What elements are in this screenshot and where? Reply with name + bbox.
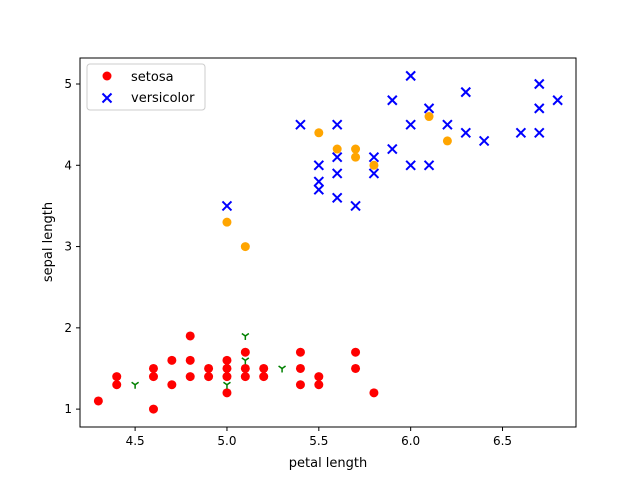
point-versicolor — [368, 168, 380, 179]
legend-marker-versicolor — [101, 92, 113, 104]
point-series-3 — [131, 381, 140, 389]
point-versicolor — [405, 70, 416, 82]
legend-marker-setosa — [102, 71, 112, 81]
point-setosa — [222, 372, 232, 382]
y-tick-label: 4 — [64, 158, 72, 172]
point-setosa — [112, 380, 122, 390]
x-tick-label: 6.5 — [493, 434, 512, 448]
point-versicolor — [460, 127, 471, 138]
point-setosa — [240, 372, 250, 382]
y-tick-label: 3 — [64, 240, 72, 254]
point-series-3 — [278, 365, 287, 373]
x-tick-label: 4.5 — [126, 434, 145, 448]
y-tick-label: 2 — [64, 321, 72, 335]
legend-box — [86, 63, 206, 111]
legend: setosa versicolor — [86, 63, 206, 111]
point-versicolor — [313, 160, 325, 171]
y-axis-label: sepal length — [41, 202, 56, 282]
point-series-3 — [241, 332, 250, 340]
point-versicolor — [331, 119, 343, 130]
point-versicolor — [331, 168, 343, 179]
point-setosa — [240, 347, 250, 357]
point-setosa — [295, 347, 305, 357]
point-versicolor — [295, 119, 306, 130]
point-versicolor — [387, 143, 398, 155]
point-versicolor — [552, 95, 563, 106]
point-setosa — [222, 363, 232, 373]
x-axis-ticks: 4.5 5.0 5.5 6.0 6.5 — [126, 427, 512, 448]
point-versicolor — [534, 78, 545, 90]
point-versicolor — [442, 119, 453, 130]
point-series-2 — [222, 217, 232, 227]
point-setosa — [259, 372, 269, 382]
point-series-2 — [369, 160, 379, 170]
point-versicolor — [350, 200, 361, 212]
point-setosa — [148, 372, 158, 382]
point-setosa — [351, 347, 361, 357]
y-tick-label: 1 — [64, 402, 72, 416]
point-setosa — [148, 363, 158, 373]
point-setosa — [222, 388, 232, 398]
point-series-2 — [351, 144, 361, 154]
point-setosa — [351, 363, 361, 373]
x-tick-label: 6.0 — [401, 434, 420, 448]
legend-label-setosa: setosa — [131, 70, 174, 85]
y-axis-ticks: 1 2 3 4 5 — [64, 77, 80, 416]
point-versicolor — [515, 127, 527, 138]
data-marks — [93, 70, 563, 414]
point-versicolor — [387, 95, 398, 106]
point-setosa — [185, 331, 195, 341]
point-versicolor — [423, 160, 435, 171]
point-setosa — [93, 396, 103, 406]
y-tick-label: 5 — [64, 77, 72, 91]
point-versicolor — [313, 176, 325, 187]
point-setosa — [222, 355, 232, 365]
point-series-3 — [223, 381, 231, 389]
point-versicolor — [460, 86, 471, 98]
point-setosa — [112, 372, 122, 382]
legend-label-versicolor: versicolor — [131, 91, 195, 106]
x-tick-label: 5.5 — [309, 434, 328, 448]
point-setosa — [259, 363, 269, 373]
point-versicolor — [423, 103, 435, 114]
point-setosa — [167, 380, 177, 390]
point-series-3 — [241, 357, 250, 365]
point-setosa — [240, 363, 250, 373]
point-versicolor — [331, 151, 343, 163]
point-series-2 — [314, 128, 324, 138]
point-series-2 — [240, 242, 250, 252]
point-setosa — [185, 355, 195, 365]
point-setosa — [167, 355, 177, 365]
point-series-2 — [442, 136, 452, 146]
point-setosa — [295, 363, 305, 373]
point-versicolor — [313, 184, 325, 195]
plot-frame — [79, 57, 577, 428]
point-versicolor — [478, 135, 490, 147]
point-setosa — [148, 404, 158, 414]
point-series-2 — [351, 152, 361, 162]
point-versicolor — [405, 160, 416, 171]
point-versicolor — [534, 127, 545, 138]
point-setosa — [314, 380, 324, 390]
point-setosa — [204, 363, 214, 373]
point-setosa — [295, 380, 305, 390]
point-series-2 — [332, 144, 342, 154]
point-versicolor — [405, 119, 416, 130]
point-series-2 — [424, 112, 434, 122]
point-setosa — [369, 388, 379, 398]
point-setosa — [204, 372, 214, 382]
point-versicolor — [331, 192, 343, 204]
point-setosa — [185, 372, 195, 382]
point-versicolor — [221, 200, 233, 212]
x-tick-label: 5.0 — [217, 434, 236, 448]
point-versicolor — [534, 103, 545, 114]
x-axis-label: petal length — [289, 456, 368, 471]
point-setosa — [314, 372, 324, 382]
point-versicolor — [368, 151, 380, 163]
